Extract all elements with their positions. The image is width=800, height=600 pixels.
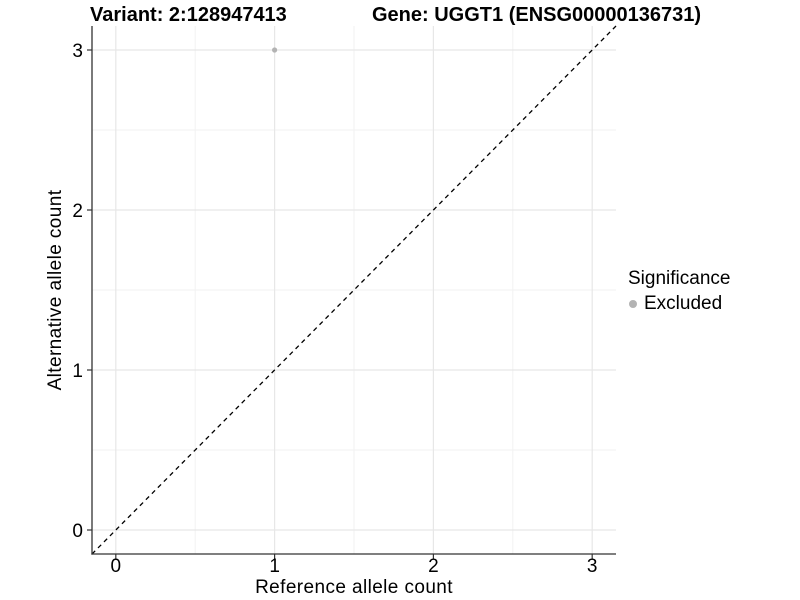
legend-item-label: Excluded [644,293,723,314]
y-tick-label: 0 [72,521,83,542]
y-tick-label: 1 [72,361,83,382]
y-tick-label: 2 [72,201,83,222]
legend: Significance Excluded [628,267,730,315]
legend-item-excluded: Excluded [628,293,730,315]
y-tick-label: 3 [72,41,83,62]
x-tick-label: 2 [428,556,439,577]
data-point [272,47,278,53]
x-axis-title: Reference allele count [255,577,453,598]
excluded-point-icon [629,300,637,308]
x-tick-label: 0 [111,556,122,577]
x-tick-label: 3 [587,556,598,577]
y-axis-title: Alternative allele count [45,189,66,391]
x-tick-label: 1 [269,556,280,577]
plot-title-gene: Gene: UGGT1 (ENSG00000136731) [372,4,702,26]
plot-title-variant: Variant: 2:128947413 [90,4,287,26]
legend-title: Significance [628,268,731,289]
